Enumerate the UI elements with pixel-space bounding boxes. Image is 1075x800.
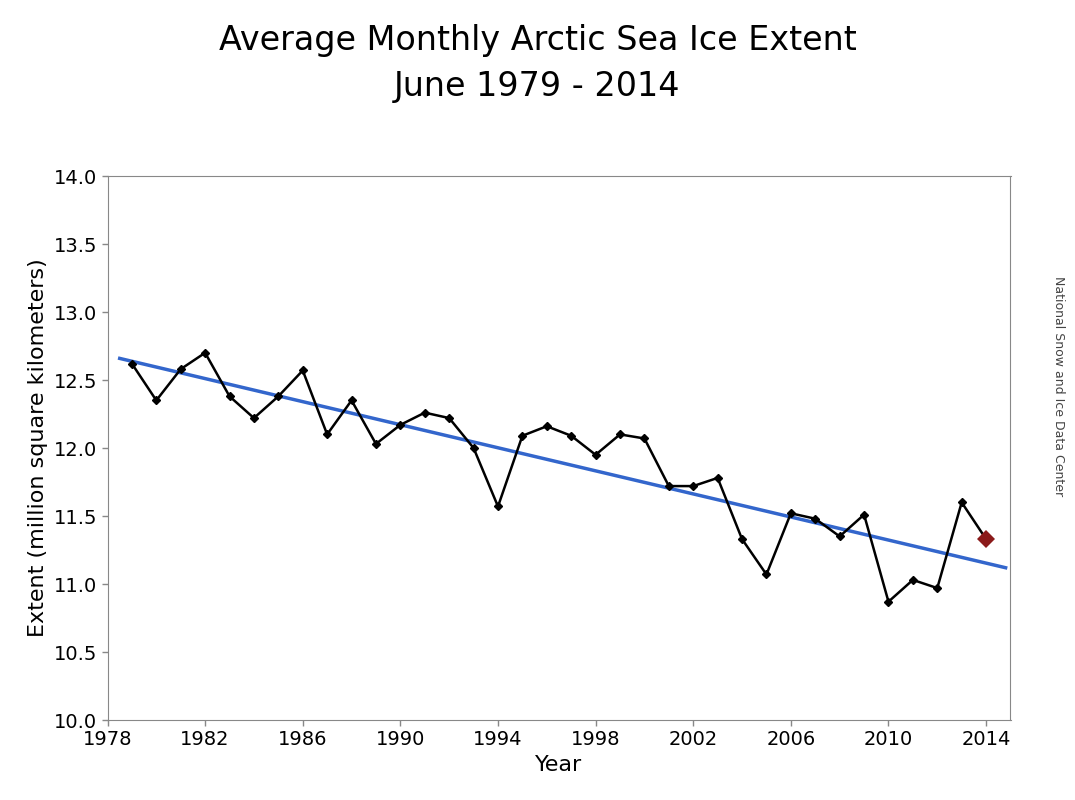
- X-axis label: Year: Year: [535, 755, 583, 775]
- Text: National Snow and Ice Data Center: National Snow and Ice Data Center: [1052, 276, 1065, 496]
- Y-axis label: Extent (million square kilometers): Extent (million square kilometers): [28, 258, 48, 638]
- Text: Average Monthly Arctic Sea Ice Extent
June 1979 - 2014: Average Monthly Arctic Sea Ice Extent Ju…: [218, 24, 857, 103]
